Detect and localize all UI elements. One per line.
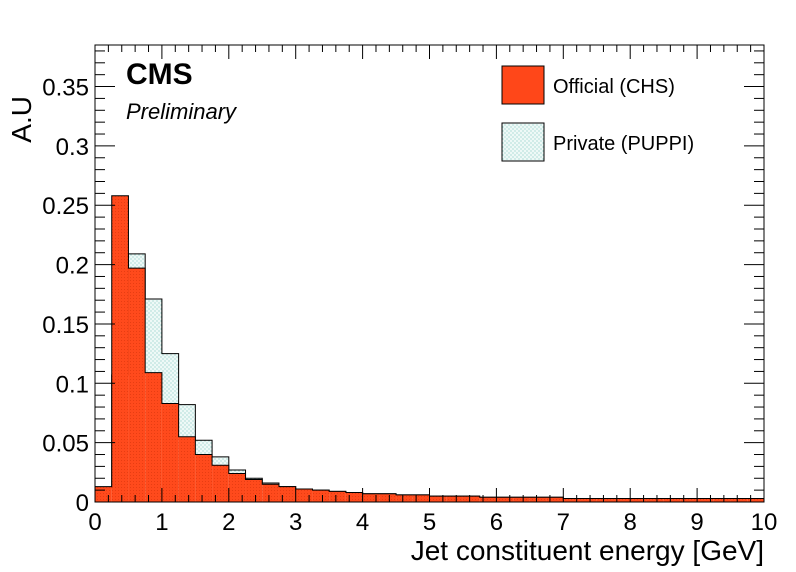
official-bar-28	[563, 498, 581, 502]
official-bar-27	[546, 497, 564, 502]
y-tick-label: 0.35	[42, 75, 89, 102]
official-bar-17	[379, 493, 397, 502]
official-bar-36	[697, 498, 714, 502]
official-bar-9	[245, 479, 263, 502]
official-bar-4	[161, 403, 179, 502]
y-axis-title: A.U	[6, 96, 37, 143]
official-bar-16	[362, 493, 380, 502]
official-bar-10	[262, 484, 279, 502]
official-bar-3	[145, 372, 162, 502]
y-tick-label: 0.3	[56, 134, 89, 161]
official-bar-30	[596, 498, 614, 502]
y-axis: 0 0.05 0.1 0.15 0.2 0.25 0.3 0.35	[42, 50, 764, 517]
x-tick-label: 10	[751, 509, 778, 536]
x-tick-label: 0	[88, 509, 101, 536]
x-axis: 0 1 2 3 4 5 6 7 8 9 10	[88, 45, 777, 536]
cms-label: CMS	[126, 58, 193, 91]
official-bar-19	[412, 494, 430, 502]
official-bar-12	[295, 488, 313, 502]
y-tick-label: 0	[76, 490, 89, 517]
official-bar-1	[111, 195, 129, 502]
legend-swatch-official	[501, 65, 545, 105]
official-bar-23	[479, 497, 497, 502]
x-tick-label: 5	[423, 509, 436, 536]
official-bar-7	[212, 465, 229, 502]
y-tick-label: 0.05	[42, 431, 89, 458]
legend: Official (CHS) Private (PUPPI)	[501, 65, 694, 162]
official-bar-34	[663, 498, 681, 502]
official-bar-31	[613, 498, 631, 502]
official-outline	[94, 195, 765, 502]
official-bar-21	[446, 496, 463, 502]
official-bar-18	[396, 494, 413, 502]
y-tick-label: 0.15	[42, 312, 89, 339]
legend-label-private: Private (PUPPI)	[553, 133, 694, 155]
official-bar-33	[646, 498, 664, 502]
x-tick-label: 6	[490, 509, 503, 536]
official-bar-20	[429, 496, 447, 502]
x-tick-label: 9	[690, 509, 703, 536]
official-bar-24	[496, 497, 514, 502]
official-bar-11	[278, 486, 296, 502]
official-bar-5	[178, 436, 196, 502]
official-bar-25	[513, 497, 530, 502]
official-bar-0	[95, 486, 112, 502]
x-tick-label: 3	[289, 509, 302, 536]
official-bar-39	[747, 498, 764, 502]
official-bar-2	[128, 268, 146, 502]
official-bar-32	[630, 498, 647, 502]
official-bar-14	[329, 491, 346, 502]
x-axis-title: Jet constituent energy [GeV]	[411, 535, 764, 566]
x-tick-label: 8	[624, 509, 637, 536]
official-bar-8	[228, 473, 246, 502]
x-tick-label: 1	[155, 509, 168, 536]
official-bar-37	[713, 498, 731, 502]
legend-swatch-private	[501, 122, 545, 162]
official-bar-35	[680, 498, 698, 502]
x-tick-label: 2	[222, 509, 235, 536]
official-bar-6	[195, 454, 213, 502]
official-bar-15	[345, 492, 363, 502]
official-bar-26	[529, 497, 547, 502]
preliminary-label: Preliminary	[126, 99, 238, 124]
official-bar-38	[730, 498, 748, 502]
x-tick-label: 7	[557, 509, 570, 536]
y-tick-label: 0.2	[56, 253, 89, 280]
legend-label-official: Official (CHS)	[553, 76, 675, 98]
y-tick-label: 0.1	[56, 371, 89, 398]
official-bar-29	[580, 498, 597, 502]
x-tick-label: 4	[356, 509, 369, 536]
official-bar-22	[462, 496, 480, 502]
official-bar-13	[312, 490, 330, 502]
series-official-chs	[94, 195, 765, 502]
y-tick-label: 0.25	[42, 193, 89, 220]
